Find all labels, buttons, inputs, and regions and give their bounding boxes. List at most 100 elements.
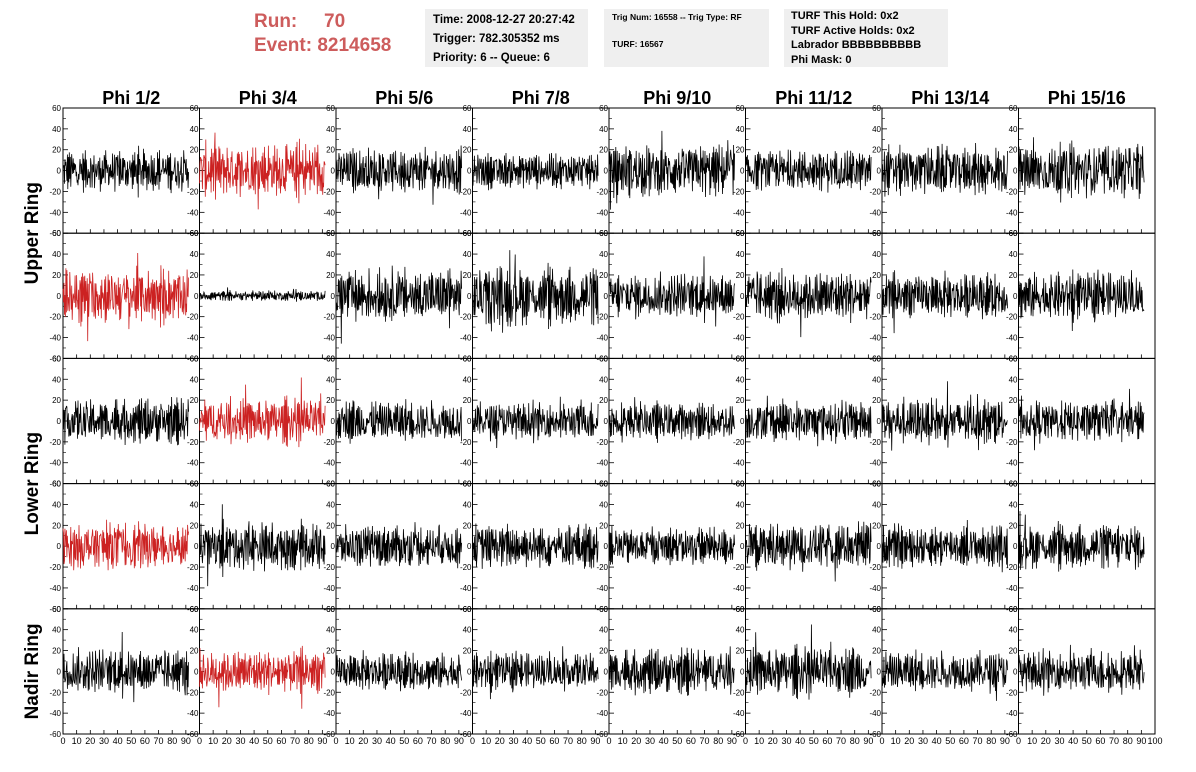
y-tick-label: -20 (187, 563, 199, 572)
y-tick-label: 40 (599, 626, 608, 635)
x-tick-label: 10 (618, 736, 628, 746)
y-tick-label: 0 (604, 417, 609, 426)
y-tick-label: 60 (463, 354, 472, 363)
y-tick-label: 40 (190, 125, 199, 134)
x-tick-label: 70 (1109, 736, 1119, 746)
x-tick-label: 80 (850, 736, 860, 746)
y-tick-label: 60 (599, 229, 608, 238)
y-tick-label: 0 (194, 417, 199, 426)
y-tick-label: -20 (869, 438, 881, 447)
y-tick-label: 0 (467, 417, 472, 426)
y-tick-label: 60 (326, 354, 335, 363)
x-tick-label: 0 (333, 736, 338, 746)
y-tick-label: 20 (872, 647, 881, 656)
x-tick-label: 90 (727, 736, 737, 746)
y-tick-label: -20 (187, 313, 199, 322)
trigger-info-box: Trig Num: 16558 -- Trig Type: RF TURF: 1… (604, 9, 769, 67)
y-tick-label: 60 (599, 480, 608, 489)
y-tick-label: -60 (187, 229, 199, 238)
turf-text: TURF: 16567 (612, 39, 664, 49)
y-tick-label: -40 (1006, 208, 1018, 217)
y-tick-label: 20 (599, 146, 608, 155)
waveform-trace (335, 399, 462, 444)
y-tick-label: 20 (190, 647, 199, 656)
column-header: Phi 3/4 (239, 88, 297, 108)
x-tick-label: 90 (454, 736, 464, 746)
y-tick-label: -40 (460, 208, 472, 217)
waveform-trace (1018, 388, 1145, 451)
waveform-trace (608, 397, 735, 443)
y-tick-label: 0 (467, 542, 472, 551)
y-tick-label: 0 (740, 167, 745, 176)
y-tick-label: 20 (190, 146, 199, 155)
x-tick-label: 0 (606, 736, 611, 746)
y-tick-label: -20 (49, 438, 61, 447)
y-tick-label: 40 (52, 250, 61, 259)
x-tick-label: 30 (508, 736, 518, 746)
y-tick-label: -60 (49, 229, 61, 238)
y-tick-label: -20 (1006, 313, 1018, 322)
x-tick-label: 70 (563, 736, 573, 746)
x-tick-label: 80 (167, 736, 177, 746)
y-tick-label: -20 (49, 187, 61, 196)
y-tick-label: 0 (57, 417, 62, 426)
y-tick-label: 40 (463, 626, 472, 635)
x-tick-label: 70 (700, 736, 710, 746)
y-tick-label: 60 (1009, 354, 1018, 363)
x-tick-label: 20 (768, 736, 778, 746)
y-tick-label: 60 (599, 605, 608, 614)
y-tick-label: -60 (1006, 730, 1018, 739)
turf-hold-text: TURF This Hold: 0x2 (791, 10, 899, 22)
x-tick-label: 30 (99, 736, 109, 746)
y-tick-label: 60 (52, 104, 61, 113)
x-tick-label: 0 (879, 736, 884, 746)
y-tick-label: 40 (1009, 250, 1018, 259)
y-tick-label: 60 (52, 354, 61, 363)
x-tick-label: 60 (959, 736, 969, 746)
y-tick-label: -40 (869, 208, 881, 217)
x-tick-label: 60 (140, 736, 150, 746)
waveform-trace (62, 519, 189, 571)
y-tick-label: 0 (194, 292, 199, 301)
y-tick-label: 60 (463, 229, 472, 238)
y-tick-label: 20 (1009, 647, 1018, 656)
y-tick-label: -60 (596, 730, 608, 739)
column-header: Phi 1/2 (102, 88, 160, 108)
x-tick-label: 10 (754, 736, 764, 746)
x-tick-label: 60 (822, 736, 832, 746)
waveform-trace (745, 149, 872, 193)
y-tick-label: -60 (733, 605, 745, 614)
y-tick-label: -60 (49, 605, 61, 614)
y-tick-label: 60 (190, 605, 199, 614)
y-tick-label: -20 (460, 438, 472, 447)
y-tick-label: 0 (57, 292, 62, 301)
row-label: Lower Ring (22, 432, 43, 535)
waveform-trace (472, 396, 599, 449)
y-tick-label: -20 (1006, 688, 1018, 697)
y-tick-label: 40 (463, 250, 472, 259)
y-tick-label: 60 (1009, 104, 1018, 113)
time-text: Time: 2008-12-27 20:27:42 (433, 14, 575, 26)
y-tick-label: 20 (190, 521, 199, 530)
y-tick-label: 20 (52, 271, 61, 280)
y-tick-label: 60 (326, 104, 335, 113)
waveform-trace (472, 152, 599, 191)
waveform-trace (62, 252, 189, 342)
y-tick-label: 20 (463, 146, 472, 155)
y-tick-label: -60 (1006, 229, 1018, 238)
x-tick-label: 30 (235, 736, 245, 746)
y-tick-label: -20 (460, 688, 472, 697)
y-tick-label: 40 (190, 375, 199, 384)
y-tick-label: -60 (869, 605, 881, 614)
y-tick-label: -40 (460, 334, 472, 343)
y-tick-label: -60 (323, 730, 335, 739)
x-tick-label: 80 (440, 736, 450, 746)
y-tick-label: -60 (733, 229, 745, 238)
time-info-box: Time: 2008-12-27 20:27:42 Trigger: 782.3… (425, 9, 588, 67)
y-tick-label: 60 (872, 229, 881, 238)
y-tick-label: 20 (52, 647, 61, 656)
x-tick-label: 50 (672, 736, 682, 746)
y-tick-label: 40 (326, 500, 335, 509)
y-tick-label: 0 (331, 292, 336, 301)
y-tick-label: -40 (460, 709, 472, 718)
